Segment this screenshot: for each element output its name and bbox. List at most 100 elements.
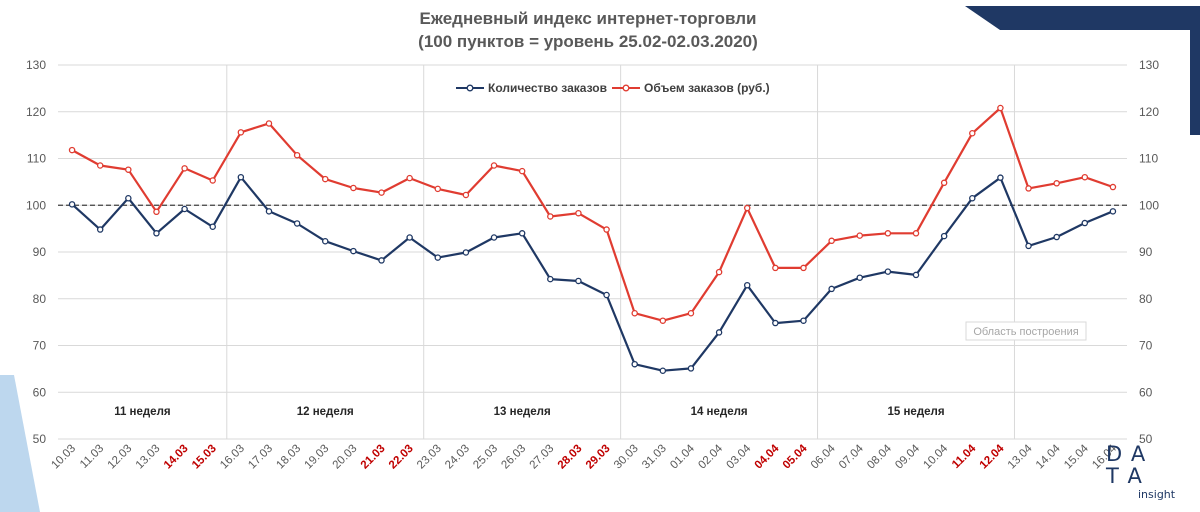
- point-s1-14.04: [1053, 233, 1060, 241]
- x-tick-26.03: 26.03: [499, 443, 528, 472]
- x-tick-31.03: 31.03: [640, 443, 669, 472]
- x-tick-02.04: 02.04: [696, 442, 725, 471]
- corner-decoration-bottom-left: [0, 375, 40, 512]
- plot-area-label: Область построения: [973, 326, 1078, 338]
- point-s1-15.04: [1081, 219, 1089, 227]
- point-s1-15.03: [209, 223, 216, 231]
- point-s1-11.04: [969, 194, 976, 202]
- point-s1-25.03: [490, 234, 498, 241]
- x-tick-30.03: 30.03: [612, 443, 641, 472]
- x-tick-17.03: 17.03: [246, 443, 275, 472]
- y-tick-right-130: 130: [1139, 58, 1159, 72]
- point-s2-15.03: [209, 177, 216, 184]
- point-s2-10.03: [68, 146, 76, 154]
- week-label-2: 12 неделя: [297, 406, 354, 418]
- point-s2-31.03: [659, 317, 667, 324]
- point-s1-19.03: [321, 237, 329, 245]
- point-s2-06.04: [828, 237, 835, 245]
- point-s1-10.03: [68, 201, 76, 208]
- point-s1-09.04: [912, 271, 920, 279]
- point-s2-05.04: [800, 264, 807, 272]
- point-s2-11.03: [96, 162, 104, 169]
- week-label-5: 15 неделя: [887, 406, 944, 418]
- point-s2-15.04: [1081, 173, 1089, 181]
- point-s2-24.03: [462, 191, 470, 199]
- y-tick-right-80: 80: [1139, 292, 1153, 306]
- point-s2-28.03: [575, 209, 582, 217]
- series-1: [68, 173, 1117, 374]
- point-s2-23.03: [434, 185, 442, 193]
- x-tick-21.03: 21.03: [359, 443, 388, 472]
- x-tick-15.03: 15.03: [190, 443, 219, 472]
- point-s2-08.04: [884, 230, 892, 237]
- point-s1-12.04: [997, 174, 1004, 181]
- point-s2-22.03: [406, 174, 413, 182]
- point-s1-10.04: [940, 232, 948, 240]
- point-s2-26.03: [518, 167, 526, 175]
- x-tick-13.03: 13.03: [134, 443, 163, 472]
- y-axis-left: 50 60 70 80 90 100 110 120 130: [26, 58, 46, 446]
- x-tick-14.04: 14.04: [1034, 442, 1063, 471]
- y-tick-left-110: 110: [27, 152, 46, 166]
- y-tick-left-80: 80: [33, 292, 47, 306]
- point-s2-18.03: [293, 151, 301, 159]
- point-s1-13.04: [1025, 242, 1032, 250]
- legend-label-orders-count: Количество заказов: [488, 81, 607, 95]
- point-s2-12.03: [125, 166, 132, 173]
- x-tick-27.03: 27.03: [528, 443, 557, 472]
- point-s2-29.03: [603, 226, 610, 233]
- x-tick-29.03: 29.03: [584, 443, 613, 472]
- legend: Количество заказов Объем заказов (руб.): [456, 81, 770, 95]
- point-s2-20.03: [350, 184, 357, 192]
- point-s1-17.03: [265, 208, 273, 215]
- chart-title: Ежедневный индекс интернет-торговли: [420, 9, 757, 28]
- legend-item-orders-count: Количество заказов: [456, 81, 607, 95]
- chart-subtitle: (100 пунктов = уровень 25.02-02.03.2020): [418, 32, 758, 51]
- x-tick-15.04: 15.04: [1062, 442, 1091, 471]
- x-tick-01.04: 01.04: [668, 442, 697, 471]
- x-tick-12.03: 12.03: [106, 443, 135, 472]
- point-s1-22.03: [406, 234, 413, 241]
- x-tick-11.03: 11.03: [78, 443, 106, 471]
- point-s1-08.04: [884, 268, 892, 275]
- y-tick-left-50: 50: [33, 432, 47, 446]
- point-s1-07.04: [856, 274, 864, 281]
- point-s2-16.03: [237, 129, 245, 136]
- x-tick-03.04: 03.04: [725, 442, 754, 471]
- point-s1-03.04: [743, 281, 751, 289]
- point-s2-03.04: [743, 204, 751, 212]
- y-tick-left-70: 70: [33, 339, 47, 353]
- point-s1-12.03: [125, 194, 132, 202]
- logo-line-2: T A: [1106, 464, 1143, 488]
- series-line-1: [71, 176, 1114, 372]
- point-s2-02.04: [715, 268, 723, 276]
- x-tick-10.04: 10.04: [921, 442, 950, 471]
- x-tick-28.03: 28.03: [556, 443, 585, 472]
- y-tick-left-100: 100: [26, 198, 46, 212]
- point-s2-01.04: [687, 309, 695, 317]
- series-lines: [68, 104, 1117, 374]
- point-s2-27.03: [547, 213, 554, 220]
- point-s2-17.03: [265, 120, 273, 127]
- week-dividers: [226, 65, 1015, 439]
- plot-area-tooltip: Область построения: [965, 321, 1087, 341]
- point-s1-20.03: [350, 247, 357, 255]
- point-s2-13.04: [1025, 185, 1032, 192]
- x-tick-07.04: 07.04: [837, 442, 866, 471]
- x-tick-13.04: 13.04: [1006, 442, 1035, 471]
- point-s1-01.04: [687, 365, 695, 372]
- data-insight-logo: D A T A insight: [1104, 442, 1182, 506]
- point-s1-31.03: [659, 367, 667, 374]
- x-tick-23.03: 23.03: [415, 443, 444, 472]
- y-tick-left-90: 90: [33, 245, 47, 259]
- point-s2-10.04: [940, 179, 948, 187]
- point-s1-02.04: [715, 329, 723, 336]
- week-label-1: 11 неделя: [114, 406, 170, 418]
- point-s1-16.04: [1109, 208, 1117, 215]
- y-tick-right-120: 120: [1139, 105, 1159, 119]
- x-tick-18.03: 18.03: [274, 443, 303, 472]
- point-s1-29.03: [603, 291, 610, 299]
- x-tick-12.04: 12.04: [978, 442, 1007, 471]
- y-tick-right-90: 90: [1139, 245, 1153, 259]
